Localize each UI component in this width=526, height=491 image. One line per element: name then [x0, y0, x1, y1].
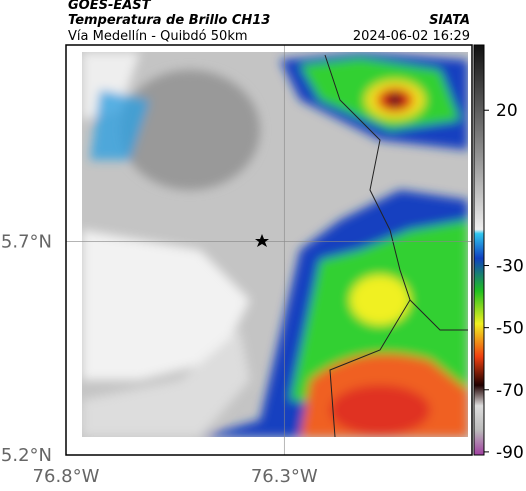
agency: SIATA: [429, 13, 470, 28]
colorbar-tick-label: -90: [496, 443, 524, 463]
colorbar-tick-label: -30: [496, 257, 524, 277]
y-tick-label: 5.2°N: [1, 445, 52, 466]
colorbar-tick-label: 20: [496, 101, 518, 121]
map-border: [65, 44, 473, 456]
title: Temperatura de Brillo CH13: [68, 13, 270, 28]
y-tick-label: 5.7°N: [1, 231, 52, 252]
subtitle: Vía Medellín - Quibdó 50km: [68, 29, 248, 44]
x-tick-label: 76.3°W: [251, 466, 318, 487]
location-star: [255, 234, 269, 247]
satellite-image: [82, 52, 468, 437]
colorbar: [473, 44, 485, 456]
colorbar-tick-label: -50: [496, 319, 524, 339]
timestamp: 2024-06-02 16:29: [353, 29, 470, 44]
x-tick-label: 76.8°W: [33, 466, 100, 487]
colorbar-tick-label: -70: [496, 381, 524, 401]
source: GOES-EAST: [68, 0, 152, 13]
